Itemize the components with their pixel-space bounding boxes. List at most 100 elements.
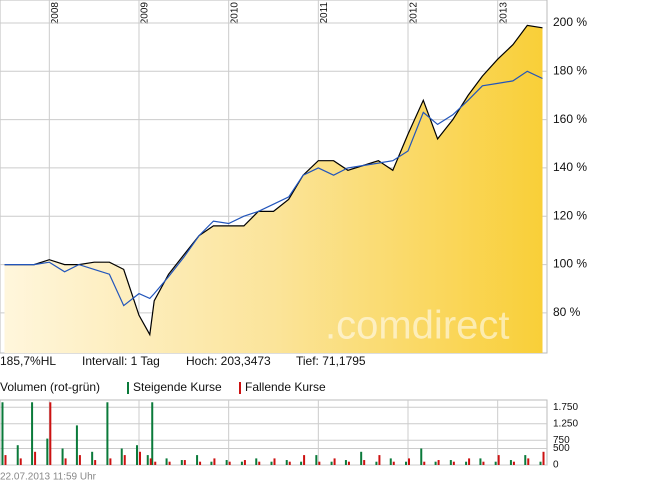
volume-bar (497, 455, 500, 465)
volume-title: Volumen (rot-grün) (0, 380, 100, 394)
volume-bar (61, 448, 64, 465)
line (4, 70, 543, 307)
volume-bar (255, 458, 258, 465)
volume-bar (123, 455, 126, 465)
watermark: .comdirect (325, 304, 510, 348)
volume-bar (375, 461, 378, 465)
volume-bar (210, 461, 213, 465)
volume-bar (228, 461, 231, 465)
info-high: Hoch: 203,3473 (186, 354, 271, 368)
x-tick-label: 2011 (319, 2, 330, 24)
volume-bar (330, 461, 333, 465)
volume-bar (465, 461, 468, 465)
price-panel: 2008 2009 2010 2011 2012 2013 80 % 100 % 120 % 14… (0, 0, 587, 354)
info-interval: Intervall: 1 Tag (82, 354, 160, 368)
volume-bar (318, 461, 321, 465)
y-tick-label: 140 % (553, 160, 587, 174)
volume-bar (46, 438, 49, 465)
y-tick-label: 1.750 (553, 402, 578, 413)
x-tick-label: 2009 (140, 2, 151, 25)
volume-bar (31, 402, 34, 465)
volume-bar (109, 458, 112, 465)
volume-bar (333, 458, 336, 465)
y-tick-label: 200 % (553, 15, 587, 29)
volume-bar (16, 445, 19, 465)
y-tick-label: 0 (553, 460, 559, 471)
volume-bar (225, 460, 228, 465)
volume-bar (408, 458, 411, 465)
volume-bar (273, 458, 276, 465)
legend-label: Fallende Kurse (245, 380, 326, 394)
volume-bar (196, 455, 199, 465)
volume-bar (49, 402, 52, 465)
volume-bar (151, 402, 154, 465)
volume-bar (452, 461, 455, 465)
volume-bar (106, 402, 109, 465)
volume-bar (138, 451, 141, 465)
volume-bar (405, 461, 408, 465)
volume-bar (120, 448, 123, 465)
volume-bar (378, 455, 381, 465)
volume-bar (512, 461, 515, 465)
y-tick-label: 1.250 (553, 418, 578, 429)
volume-bar (449, 460, 452, 465)
volume-bar (135, 445, 138, 465)
volume-bar (19, 458, 22, 465)
volume-bar (91, 451, 94, 465)
volume-bar (270, 461, 273, 465)
volume-bar (434, 461, 437, 465)
volume-bar (392, 461, 395, 465)
volume-bar (363, 460, 366, 465)
volume-bar (423, 461, 426, 465)
y-tick-label: 500 (553, 443, 570, 454)
area (4, 25, 543, 354)
volume-bar (479, 458, 482, 465)
x-tick-label: 2010 (229, 2, 240, 25)
volume-bar (468, 458, 471, 465)
volume-bar (509, 460, 512, 465)
y-tick-label: 750 (553, 435, 570, 446)
y-tick-label: 180 % (553, 63, 587, 77)
y-tick-label: 160 % (553, 112, 587, 126)
volume-bar (389, 458, 392, 465)
volume-bar (180, 460, 183, 465)
legend-swatch (127, 382, 129, 394)
volume-bar (288, 461, 291, 465)
volume-bar (64, 458, 67, 465)
volume-bar (168, 461, 171, 465)
volume-bar (94, 460, 97, 465)
volume-bar (539, 461, 542, 465)
volume-bar (4, 455, 7, 465)
volume-bar (243, 460, 246, 465)
y-tick-label: 80 % (553, 305, 581, 319)
volume-bar (482, 461, 485, 465)
volume-bar (146, 455, 149, 465)
y-tick-label: 100 % (553, 257, 587, 271)
x-tick-label: 2013 (498, 2, 509, 25)
x-tick-label: 2012 (409, 2, 420, 25)
volume-bar (285, 460, 288, 465)
volume-bar (420, 448, 423, 465)
info-last: 185,7%HL (0, 354, 56, 368)
volume-bar (213, 458, 216, 465)
volume-bar (1, 402, 4, 465)
legend-swatch (239, 382, 241, 394)
volume-bar (437, 460, 440, 465)
volume-bar (183, 460, 186, 465)
volume-bar (494, 461, 497, 465)
y-tick-label: 120 % (553, 208, 587, 222)
volume-bar (199, 461, 202, 465)
legend-label: Steigende Kurse (133, 380, 222, 394)
x-tick-label: 2008 (50, 2, 61, 25)
volume-bar (240, 461, 243, 465)
volume-bar (524, 455, 527, 465)
volume-bar (527, 458, 530, 465)
volume-bar (75, 425, 78, 465)
volume-bar (300, 461, 303, 465)
timestamp: 22.07.2013 11:59 Uhr (0, 472, 97, 483)
volume-bar (149, 458, 152, 465)
volume-bar (303, 455, 306, 465)
volume-bar (154, 461, 157, 465)
